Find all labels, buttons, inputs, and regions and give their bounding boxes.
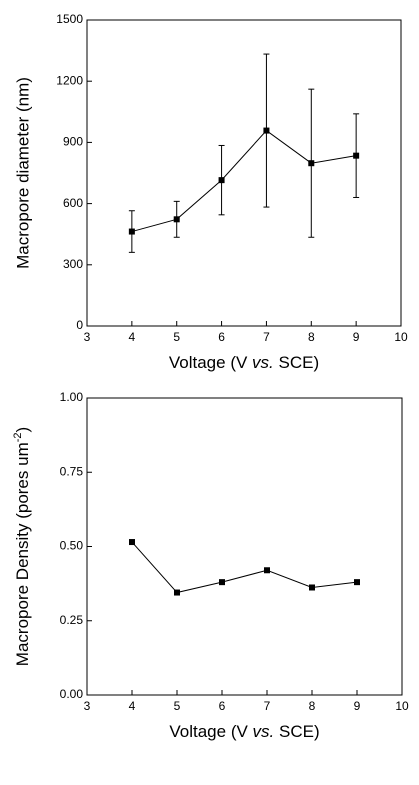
x-tick-label: 9: [354, 699, 361, 713]
data-point: [308, 160, 315, 167]
data-point: [173, 216, 180, 223]
x-tick-label: 5: [173, 330, 180, 344]
x-tick-label: 10: [394, 330, 408, 344]
plot-frame: [86, 397, 403, 696]
x-axis-label: Voltage (V vs. SCE): [169, 353, 319, 372]
x-tick-label: 5: [174, 699, 181, 713]
x-axis-label-part: Voltage (V: [169, 722, 252, 741]
plot-frame: [86, 19, 402, 327]
x-axis-label-part: vs.: [253, 722, 275, 741]
data-point: [263, 127, 270, 134]
x-tick-label: 7: [264, 699, 271, 713]
x-tick-label: 4: [129, 699, 136, 713]
y-tick-label: 0.25: [60, 613, 84, 627]
x-tick-label: 7: [263, 330, 270, 344]
data-point: [309, 584, 315, 591]
x-axis-label-part: SCE): [274, 353, 319, 372]
x-tick-label: 6: [218, 330, 225, 344]
x-tick-label: 10: [395, 699, 409, 713]
data-point: [353, 152, 360, 159]
x-tick-label: 4: [129, 330, 136, 344]
y-tick-label: 0: [76, 318, 83, 332]
data-point: [218, 177, 225, 184]
data-point: [219, 579, 225, 586]
x-tick-label: 3: [84, 699, 91, 713]
data-point: [354, 579, 360, 586]
data-point: [129, 539, 135, 546]
y-tick-label: 300: [63, 257, 83, 271]
data-point: [128, 228, 135, 235]
y-tick-label: 1.00: [60, 390, 84, 404]
y-axis-label-part: Macropore Density (pores um: [13, 442, 32, 666]
y-tick-label: 0.50: [60, 539, 84, 553]
x-axis-label: Voltage (V vs. SCE): [169, 722, 319, 741]
y-axis-label-part: ): [13, 427, 32, 433]
x-tick-label: 8: [308, 330, 315, 344]
data-line: [131, 541, 358, 594]
x-axis-label-part: SCE): [274, 722, 319, 741]
y-tick-label: 600: [63, 196, 83, 210]
x-tick-label: 9: [353, 330, 360, 344]
data-line: [131, 129, 357, 233]
x-axis-label-part: vs.: [252, 353, 274, 372]
y-tick-label: 1200: [56, 73, 83, 87]
y-tick-label: 0.00: [60, 687, 84, 701]
x-tick-label: 6: [219, 699, 226, 713]
y-tick-label: 1500: [56, 12, 83, 26]
y-axis-label-part: -2: [12, 432, 24, 442]
x-tick-label: 3: [84, 330, 91, 344]
y-tick-label: 0.75: [60, 464, 84, 478]
y-tick-label: 900: [63, 135, 83, 149]
data-point: [174, 589, 180, 596]
y-axis-label: Macropore diameter (nm): [13, 77, 32, 269]
data-point: [264, 567, 270, 574]
x-tick-label: 8: [309, 699, 316, 713]
y-axis-label: Macropore Density (pores um-2): [12, 427, 33, 666]
x-axis-label-part: Voltage (V: [169, 353, 252, 372]
